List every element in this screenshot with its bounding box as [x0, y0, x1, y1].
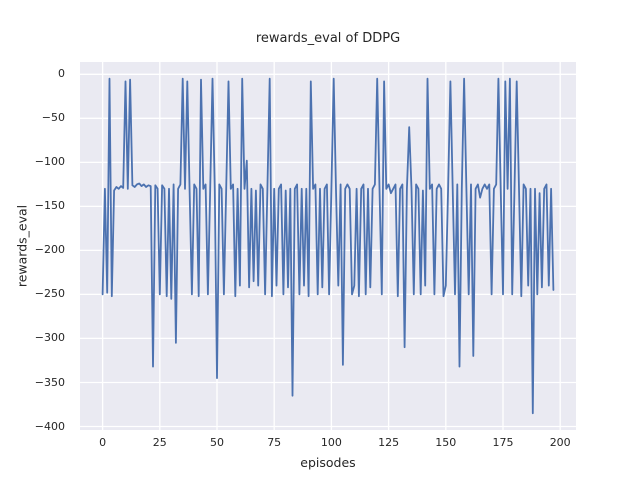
x-axis-label: episodes: [300, 455, 356, 470]
x-tick-label: 75: [267, 436, 282, 449]
y-tick-label: −250: [34, 287, 65, 301]
x-tick-label: 25: [152, 436, 167, 449]
plot-svg: [80, 62, 576, 430]
chart-title: rewards_eval of DDPG: [255, 31, 401, 46]
y-tick-label: −300: [34, 331, 65, 345]
x-tick-label: 125: [378, 436, 400, 449]
y-tick-label: 0: [58, 67, 65, 81]
x-tick-label: 0: [99, 436, 107, 449]
series-line: [101, 77, 555, 415]
x-tick-label: 50: [210, 436, 224, 449]
x-tick-labels: 0 25 50 75 100 125 150 175 200: [80, 436, 576, 450]
plot-area: [80, 62, 576, 430]
y-tick-label: −200: [34, 243, 65, 257]
y-tick-labels: 0 −50 −100 −150 −200 −250 −300 −350 −400: [0, 62, 73, 433]
x-tick-label: 200: [549, 436, 571, 449]
x-tick-label: 175: [492, 436, 514, 449]
y-tick-label: −100: [34, 155, 65, 169]
y-tick-label: −50: [41, 111, 65, 125]
y-axis-label: rewards_eval: [14, 204, 30, 288]
x-tick-label: 100: [320, 436, 342, 449]
y-tick-label: −400: [34, 419, 65, 433]
y-tick-label: −150: [34, 199, 65, 213]
x-tick-label: 150: [435, 436, 457, 449]
y-tick-label: −350: [34, 375, 65, 389]
